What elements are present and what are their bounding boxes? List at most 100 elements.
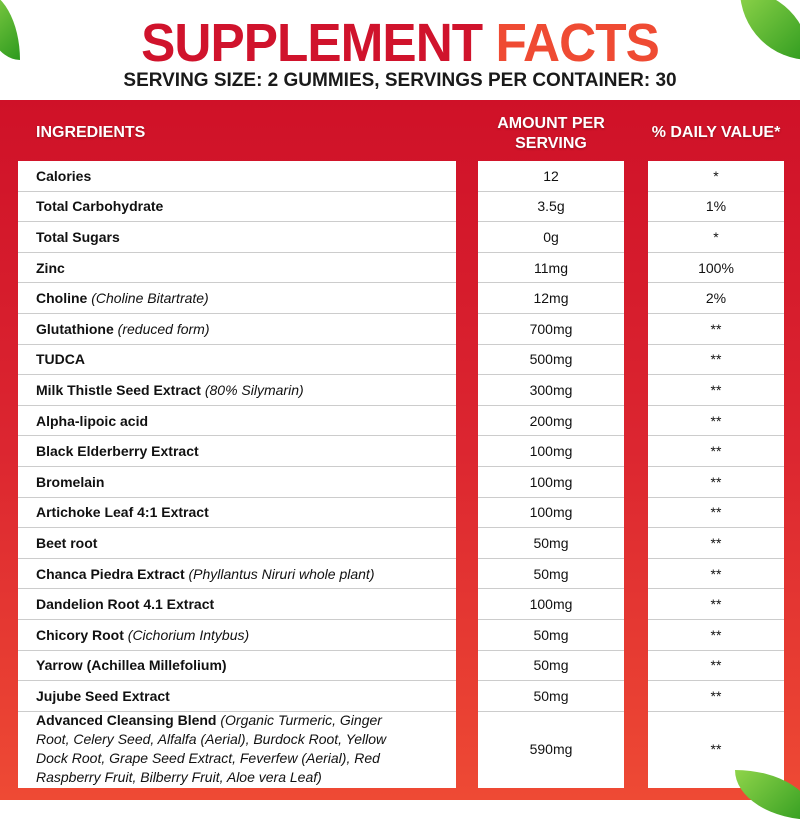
amount-cell: 11mg <box>478 253 624 284</box>
ingredient-text: TUDCA <box>36 351 85 367</box>
daily-value-cell: ** <box>648 375 784 406</box>
ingredient-row: TUDCA <box>18 345 456 376</box>
ingredient-row: Zinc <box>18 253 456 284</box>
ingredient-text: Advanced Cleansing Blend (Organic Turmer… <box>36 711 456 787</box>
daily-value-column: * 1% * 100% 2% ** ** ** ** ** ** ** ** ** ** ** ** ** ** <box>648 161 784 788</box>
ingredient-name: Chicory Root <box>36 626 124 643</box>
daily-value-cell: ** <box>648 345 784 376</box>
ingredient-row: Black Elderberry Extract <box>18 436 456 467</box>
amount-cell: 200mg <box>478 406 624 437</box>
ingredient-note: (Organic Turmeric, Ginger Root, Celery S… <box>36 712 387 786</box>
ingredient-name: Artichoke Leaf 4:1 Extract <box>36 504 209 521</box>
ingredient-text: Bromelain <box>36 474 104 490</box>
amount-cell: 12 <box>478 161 624 192</box>
daily-value-cell: 1% <box>648 192 784 223</box>
ingredient-text: Calories <box>36 168 91 184</box>
ingredient-text: Chanca Piedra Extract (Phyllantus Niruri… <box>36 566 374 582</box>
amount-cell: 50mg <box>478 620 624 651</box>
ingredient-row: Choline (Choline Bitartrate) <box>18 283 456 314</box>
amount-column: 12 3.5g 0g 11mg 12mg 700mg 500mg 300mg 200mg 100m… <box>478 161 624 788</box>
amount-cell: 100mg <box>478 467 624 498</box>
ingredient-name: Jujube Seed Extract <box>36 687 170 704</box>
daily-value-cell: ** <box>648 589 784 620</box>
ingredient-text: Black Elderberry Extract <box>36 443 199 459</box>
amount-cell: 50mg <box>478 559 624 590</box>
ingredient-text: Beet root <box>36 535 97 551</box>
ingredient-text: Dandelion Root 4.1 Extract <box>36 596 214 612</box>
ingredient-row: Chicory Root (Cichorium Intybus) <box>18 620 456 651</box>
ingredient-name: Bromelain <box>36 473 105 490</box>
ingredient-row: Yarrow (Achillea Millefolium) <box>18 651 456 682</box>
ingredient-name: Glutathione <box>36 320 114 337</box>
ingredient-text: Zinc <box>36 260 65 276</box>
serving-info: SERVING SIZE: 2 GUMMIES, SERVINGS PER CO… <box>123 70 677 91</box>
daily-value-cell: ** <box>648 651 784 682</box>
amount-cell: 12mg <box>478 283 624 314</box>
header-ingredients: INGREDIENTS <box>36 124 146 141</box>
amount-cell: 100mg <box>478 498 624 529</box>
ingredient-name: Beet root <box>36 534 98 551</box>
daily-value-cell: 2% <box>648 283 784 314</box>
amount-cell: 50mg <box>478 681 624 712</box>
amount-cell: 300mg <box>478 375 624 406</box>
ingredient-row: Advanced Cleansing Blend (Organic Turmer… <box>18 712 456 787</box>
ingredient-row: Alpha-lipoic acid <box>18 406 456 437</box>
ingredient-text: Glutathione (reduced form) <box>36 321 209 337</box>
ingredient-text: Total Sugars <box>36 229 120 245</box>
ingredient-note: (Phyllantus Niruri whole plant) <box>188 565 375 582</box>
ingredient-row: Beet root <box>18 528 456 559</box>
ingredient-name: Total Sugars <box>36 228 120 245</box>
ingredient-row: Calories <box>18 161 456 192</box>
daily-value-cell: ** <box>648 314 784 345</box>
leaf-decoration <box>0 0 20 60</box>
title-part1: SUPPLEMENT <box>141 13 496 73</box>
ingredient-text: Artichoke Leaf 4:1 Extract <box>36 504 209 520</box>
ingredient-row: Total Carbohydrate <box>18 192 456 223</box>
ingredient-name: Alpha-lipoic acid <box>36 412 149 429</box>
ingredient-name: Yarrow (Achillea Millefolium) <box>36 657 227 674</box>
page-title: SUPPLEMENT FACTS <box>20 12 780 74</box>
daily-value-cell: * <box>648 222 784 253</box>
amount-cell: 590mg <box>529 740 573 757</box>
ingredient-name: Black Elderberry Extract <box>36 443 199 460</box>
ingredient-note: (Cichorium Intybus) <box>127 626 250 643</box>
ingredient-text: Total Carbohydrate <box>36 198 163 214</box>
daily-value-cell: ** <box>648 498 784 529</box>
amount-cell: 50mg <box>478 651 624 682</box>
ingredient-row: Dandelion Root 4.1 Extract <box>18 589 456 620</box>
daily-value-cell: ** <box>648 436 784 467</box>
ingredient-name: Calories <box>36 167 92 184</box>
amount-cell: 50mg <box>478 528 624 559</box>
ingredient-text: Yarrow (Achillea Millefolium) <box>36 657 227 673</box>
ingredient-row: Glutathione (reduced form) <box>18 314 456 345</box>
header-daily-value: % DAILY VALUE* <box>651 124 781 141</box>
ingredient-note: (80% Silymarin) <box>204 381 304 398</box>
ingredient-row: Total Sugars <box>18 222 456 253</box>
ingredient-name: Milk Thistle Seed Extract <box>36 381 201 398</box>
daily-value-cell: ** <box>648 467 784 498</box>
amount-cell: 500mg <box>478 345 624 376</box>
daily-value-cell: ** <box>648 528 784 559</box>
ingredient-row: Jujube Seed Extract <box>18 681 456 712</box>
header-amount: AMOUNT PER SERVING <box>497 115 605 152</box>
daily-value-cell: ** <box>710 740 722 757</box>
daily-value-cell: ** <box>648 620 784 651</box>
daily-value-cell: * <box>648 161 784 192</box>
amount-cell: 700mg <box>478 314 624 345</box>
amount-cell: 0g <box>478 222 624 253</box>
ingredient-name: Dandelion Root 4.1 Extract <box>36 596 215 613</box>
amount-cell: 3.5g <box>478 192 624 223</box>
ingredient-name: Choline <box>36 290 88 307</box>
ingredient-text: Jujube Seed Extract <box>36 688 170 704</box>
ingredient-text: Milk Thistle Seed Extract (80% Silymarin… <box>36 382 304 398</box>
ingredients-column: Calories Total Carbohydrate Total Sugars… <box>18 161 456 788</box>
daily-value-cell: ** <box>648 559 784 590</box>
amount-cell: 100mg <box>478 589 624 620</box>
daily-value-cell: ** <box>648 406 784 437</box>
title-part2: FACTS <box>495 13 659 73</box>
ingredient-note: (Choline Bitartrate) <box>91 290 209 307</box>
amount-cell: 100mg <box>478 436 624 467</box>
daily-value-cell: ** <box>648 681 784 712</box>
ingredient-name: Total Carbohydrate <box>36 198 164 215</box>
ingredient-row: Bromelain <box>18 467 456 498</box>
